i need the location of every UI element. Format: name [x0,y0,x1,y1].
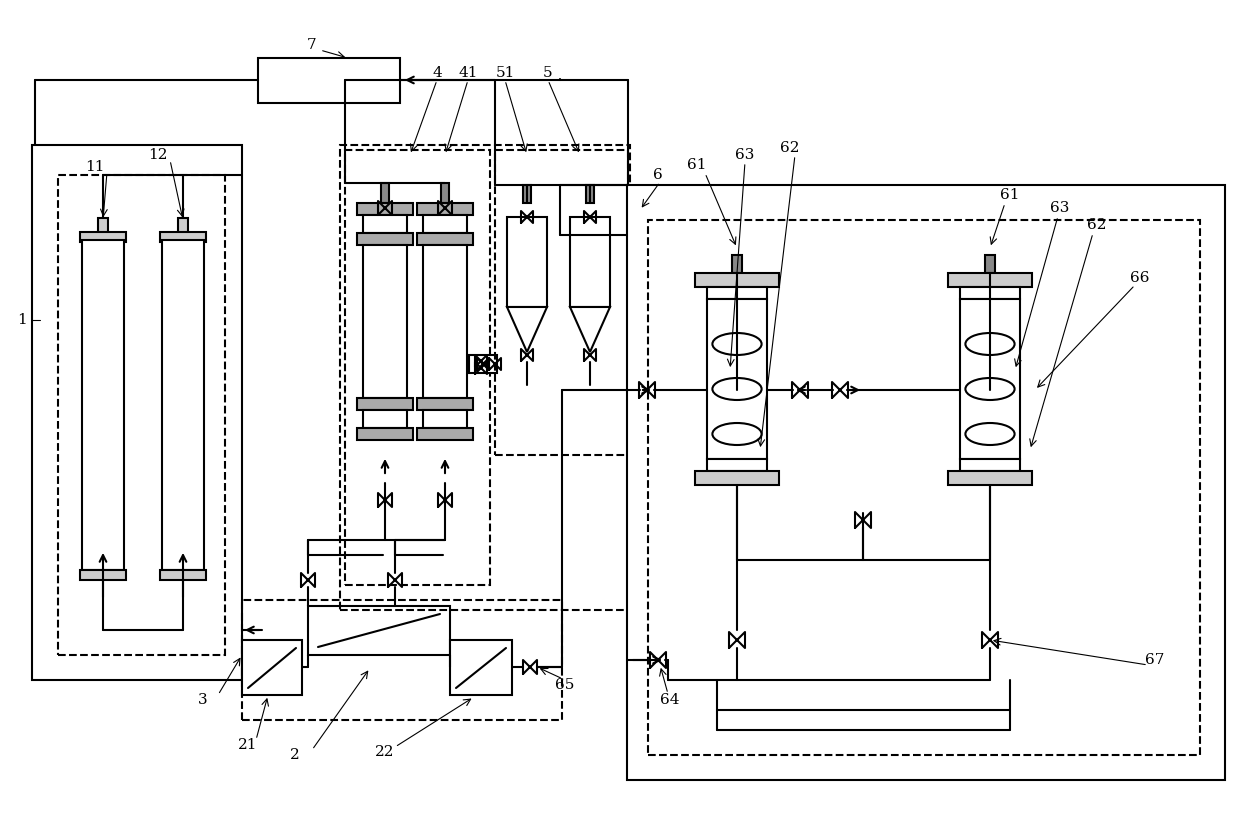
Text: 63: 63 [1050,201,1070,215]
Bar [160,570,206,580]
Bar [423,410,467,428]
Text: 61: 61 [687,158,707,172]
Bar [81,232,126,242]
Text: 3: 3 [198,693,208,707]
Bar [258,58,401,103]
Bar [357,203,413,215]
Bar [507,217,547,307]
Text: 63: 63 [735,148,755,162]
Text: 64: 64 [660,693,680,707]
Bar [340,145,630,610]
Bar [357,428,413,440]
Bar [627,185,1225,780]
Text: 7: 7 [308,38,316,52]
Bar [707,299,768,459]
Text: 6: 6 [653,168,663,182]
Bar [357,398,413,410]
Bar [694,471,779,485]
Bar [732,255,742,273]
Bar [345,150,490,585]
Text: 62: 62 [780,141,800,155]
Bar [417,428,472,440]
Bar [587,185,594,203]
Text: 62: 62 [1087,218,1107,232]
Text: 66: 66 [1130,271,1149,285]
Bar [469,355,497,373]
Bar [707,287,768,299]
Bar [81,570,126,580]
Bar [242,600,562,720]
Text: 22: 22 [376,745,394,759]
Bar [363,215,407,233]
Bar [32,145,242,680]
Bar [82,240,124,570]
Polygon shape [507,307,547,352]
Bar [417,398,472,410]
Bar [417,203,472,215]
Bar [649,220,1200,755]
Bar [450,640,512,695]
Bar [694,273,779,287]
Bar [162,240,205,570]
Bar [179,218,188,240]
Bar [441,183,449,203]
Bar [960,299,1021,459]
Text: 2: 2 [290,748,300,762]
Text: 5: 5 [543,66,553,80]
Bar [523,185,531,203]
Bar [417,233,472,245]
Bar [363,410,407,428]
Polygon shape [570,307,610,352]
Bar [58,175,224,655]
Bar [960,459,1021,471]
Bar [949,471,1032,485]
Bar [242,640,303,695]
Bar [160,232,206,242]
Bar [381,183,389,203]
Bar [308,606,450,655]
Bar [707,459,768,471]
Bar [960,287,1021,299]
Bar [357,233,413,245]
Bar [949,273,1032,287]
Text: 61: 61 [1001,188,1019,202]
Text: 11: 11 [86,160,104,174]
Text: 41: 41 [459,66,477,80]
Text: 65: 65 [556,678,574,692]
Bar [98,218,108,240]
Text: 12: 12 [149,148,167,162]
Bar [570,217,610,307]
Text: 51: 51 [495,66,515,80]
Text: 1: 1 [17,313,27,327]
Text: 4: 4 [432,66,441,80]
Bar [363,245,407,398]
Bar [423,245,467,398]
Bar [423,215,467,233]
Text: 21: 21 [238,738,258,752]
Text: 67: 67 [1146,653,1164,667]
Bar [495,150,627,455]
Bar [985,255,994,273]
